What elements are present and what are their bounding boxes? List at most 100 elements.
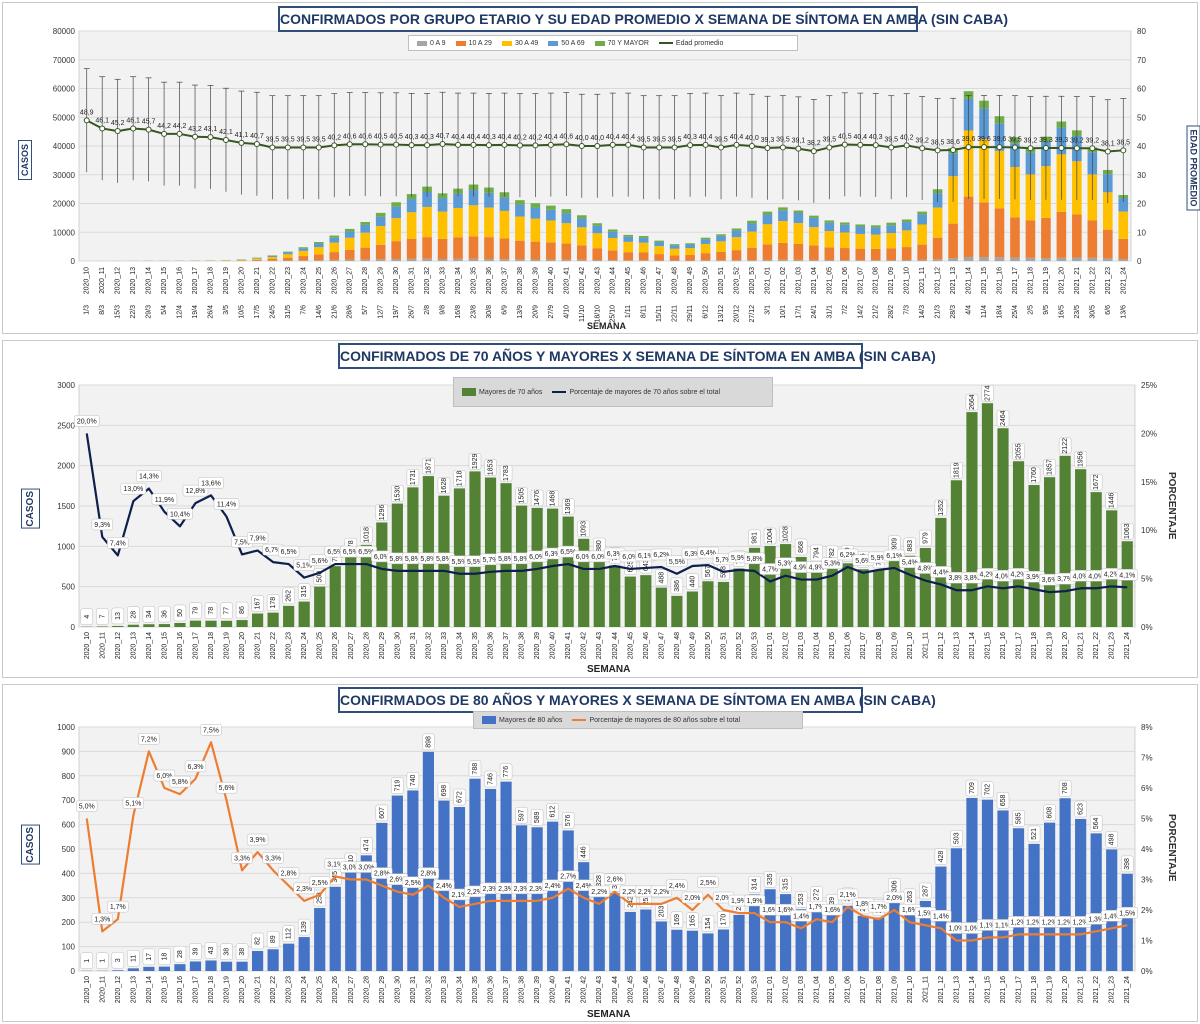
bar bbox=[158, 966, 171, 971]
x-tick-week: 2020_11 bbox=[99, 267, 106, 294]
bar-value-label: 262 bbox=[286, 590, 293, 602]
y-axis-title: CASOS bbox=[18, 139, 33, 181]
x-tick-label: 2020_44 bbox=[612, 632, 619, 659]
percentage-label-box bbox=[883, 891, 905, 904]
bar-segment bbox=[592, 223, 603, 226]
bar-segment bbox=[1010, 217, 1020, 258]
average-age-label: 40,0 bbox=[575, 135, 589, 142]
bar-value-label: 18 bbox=[161, 953, 168, 961]
bar-value-box bbox=[717, 911, 730, 928]
bar-value-label: 883 bbox=[907, 540, 914, 552]
x-tick-label: 2020_15 bbox=[161, 632, 168, 659]
x-tick-date: 6/12 bbox=[703, 305, 710, 319]
percentage-label-box bbox=[541, 879, 564, 892]
x-tick-label: 2020_38 bbox=[519, 632, 526, 659]
bar-value-label: 1783 bbox=[503, 465, 510, 481]
percentage-label-box bbox=[433, 879, 455, 892]
bar bbox=[795, 556, 807, 627]
bar-segment bbox=[654, 240, 664, 243]
average-age-label: 39,5 bbox=[312, 136, 326, 143]
percentage-label: 5,6% bbox=[855, 558, 871, 565]
average-age-label: 39,2 bbox=[1086, 137, 1100, 144]
x-tick-date: 11/4 bbox=[981, 305, 988, 318]
bar-value-box bbox=[670, 911, 684, 929]
average-age-point bbox=[563, 141, 570, 148]
percentage-label: 2,2% bbox=[638, 889, 654, 896]
bar-value-label: 698 bbox=[441, 785, 448, 797]
bar-value-label: 1760 bbox=[1031, 467, 1038, 483]
x-tick-week: 2021_04 bbox=[811, 267, 818, 294]
bar-segment bbox=[654, 242, 664, 247]
bar bbox=[391, 503, 403, 627]
bar-segment bbox=[793, 259, 804, 261]
bar-segment bbox=[360, 221, 371, 225]
bar-value-label: 39 bbox=[192, 947, 199, 955]
x-tick-label: 2021_21 bbox=[1078, 976, 1085, 1003]
percentage-label: 6,0% bbox=[156, 773, 172, 780]
x-tick-label: 2020_41 bbox=[565, 976, 572, 1003]
bar-segment bbox=[654, 254, 664, 261]
bar-value-box bbox=[1089, 815, 1103, 832]
legend-label: 50 A 69 bbox=[561, 39, 585, 47]
percentage-label: 1,8% bbox=[855, 901, 871, 908]
legend-item: 70 Y MAYOR bbox=[594, 40, 649, 47]
percentage-label: 2,4% bbox=[576, 883, 592, 890]
bar-segment bbox=[515, 240, 525, 260]
bar-segment bbox=[592, 225, 603, 234]
average-age-label: 45,2 bbox=[111, 120, 125, 127]
bar-value-box bbox=[670, 577, 684, 595]
bar bbox=[96, 626, 108, 627]
x-tick-date: 4/4 bbox=[966, 305, 973, 315]
bar-segment bbox=[252, 258, 262, 260]
bar-value-label: 979 bbox=[922, 532, 929, 544]
y2-tick-label: 70 bbox=[1137, 56, 1146, 65]
x-tick-label: 2021_18 bbox=[1031, 976, 1038, 1003]
bar-segment bbox=[406, 212, 417, 239]
bar-value-box bbox=[546, 803, 559, 820]
x-tick-label: 2020_53 bbox=[752, 976, 759, 1003]
bar-segment bbox=[391, 202, 401, 207]
x-tick-week: 2020_38 bbox=[517, 267, 524, 294]
bar-segment bbox=[453, 207, 463, 238]
y-tick-label: 1000 bbox=[57, 723, 75, 732]
x-tick-label: 2021_23 bbox=[1109, 976, 1116, 1003]
bar-segment bbox=[669, 255, 680, 261]
x-tick-label: 2020_21 bbox=[255, 976, 262, 1003]
average-age-point bbox=[950, 147, 957, 154]
bar-segment bbox=[283, 251, 293, 253]
y2-tick-label: 6% bbox=[1141, 784, 1153, 793]
bar-value-label: 203 bbox=[658, 906, 665, 918]
y2-tick-label: 25% bbox=[1141, 381, 1157, 390]
y2-tick-label: 2% bbox=[1141, 906, 1153, 915]
average-age-label: 39,3 bbox=[761, 137, 775, 144]
x-tick-label: 2020_32 bbox=[425, 632, 432, 659]
y2-tick-label: 40 bbox=[1137, 142, 1146, 151]
bar-value-box bbox=[950, 830, 963, 847]
bar-value-label: 658 bbox=[1000, 795, 1007, 807]
percentage-label: 2,6% bbox=[389, 877, 405, 884]
bar-segment bbox=[839, 260, 850, 261]
x-tick-date: 23/8 bbox=[471, 305, 478, 319]
y2-tick-label: 60 bbox=[1137, 85, 1146, 94]
x-tick-label: 2021_08 bbox=[876, 632, 883, 659]
average-age-label: 40,7 bbox=[436, 133, 450, 140]
y2-tick-label: 7% bbox=[1141, 754, 1153, 763]
x-tick-label: 2021_09 bbox=[891, 976, 898, 1003]
bar-segment bbox=[870, 260, 881, 261]
x-tick-date: 16/8 bbox=[455, 305, 462, 319]
bar-value-label: 498 bbox=[1109, 834, 1116, 846]
percentage-label: 4,2% bbox=[979, 571, 995, 578]
bar-segment bbox=[685, 248, 695, 256]
bar-segment bbox=[375, 259, 386, 261]
bar-segment bbox=[1102, 258, 1113, 261]
average-age-point bbox=[578, 143, 585, 149]
bar bbox=[251, 950, 264, 971]
bar-segment bbox=[1072, 257, 1082, 261]
bar-segment bbox=[313, 247, 324, 255]
bar-segment bbox=[1118, 258, 1129, 261]
x-tick-date: 24/5 bbox=[269, 305, 276, 319]
bar bbox=[515, 505, 528, 627]
y-tick-label: 200 bbox=[62, 918, 76, 927]
bar-segment bbox=[1025, 257, 1036, 261]
x-tick-label: 2021_08 bbox=[876, 976, 883, 1003]
